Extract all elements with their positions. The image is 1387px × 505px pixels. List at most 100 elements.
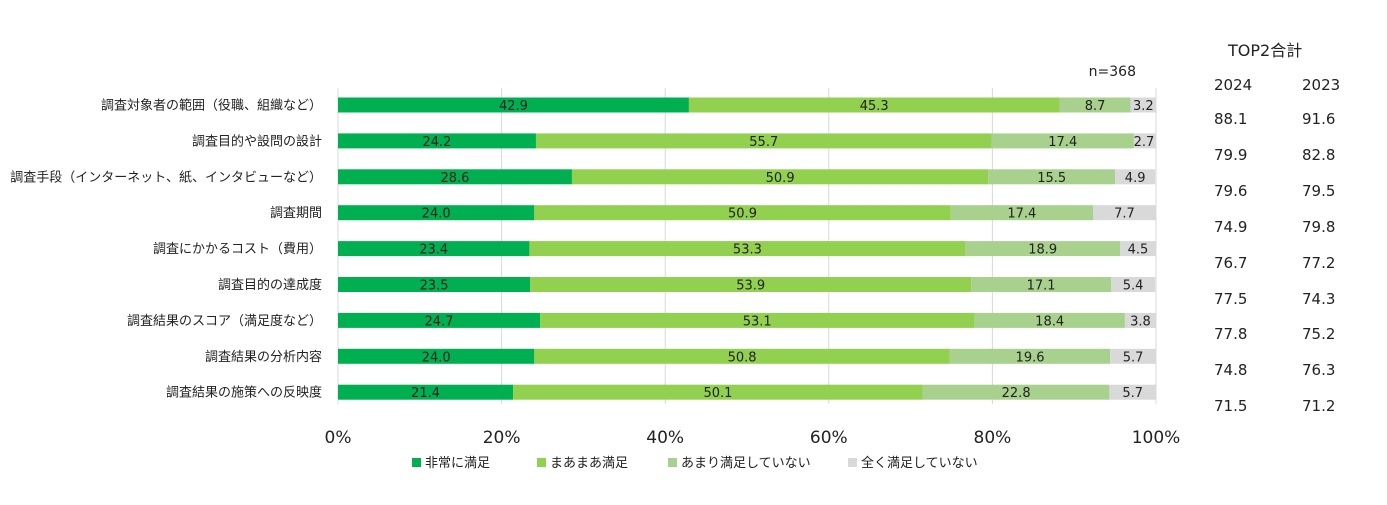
data-label: 8.7 <box>1085 99 1106 114</box>
bar-segment <box>540 312 975 328</box>
data-label: 5.7 <box>1123 350 1144 365</box>
data-label: 23.5 <box>420 279 449 294</box>
bar-segment <box>534 205 951 221</box>
bar-segment <box>1133 133 1156 149</box>
data-label: 50.9 <box>728 207 757 222</box>
legend-swatch <box>537 458 546 467</box>
top2-value-2023: 75.2 <box>1302 325 1336 344</box>
top2-value-2024: 71.5 <box>1214 397 1248 416</box>
category-label: 調査結果のスコア（満足度など） <box>127 313 322 329</box>
bar-segment <box>513 384 923 400</box>
bar-segment <box>971 277 1112 292</box>
legend-label: まあまあ満足 <box>550 456 628 471</box>
bar-segment <box>965 241 1121 257</box>
data-label: 45.3 <box>860 99 889 114</box>
data-label: 50.8 <box>728 350 757 365</box>
bar-segment <box>338 348 535 364</box>
x-tick-label: 60% <box>810 428 848 448</box>
category-label: 調査目的の達成度 <box>218 277 322 293</box>
data-label: 53.3 <box>733 243 762 258</box>
bar-segment <box>530 277 972 292</box>
bar-segment <box>338 277 531 292</box>
bar-segment <box>535 133 992 149</box>
category-label: 調査対象者の範囲（役職、組織など） <box>101 99 322 114</box>
bar-segment <box>1130 97 1156 113</box>
x-tick-label: 100% <box>1132 428 1181 448</box>
top2-value-2023: 76.3 <box>1302 361 1336 380</box>
data-label: 15.5 <box>1037 171 1066 186</box>
category-label: 調査手段（インターネット、紙、インタビューなど） <box>10 170 322 185</box>
data-label: 18.4 <box>1035 314 1064 329</box>
top2-value-2023: 79.8 <box>1302 217 1336 236</box>
bar-segment <box>338 169 572 185</box>
top2-value-2023: 71.2 <box>1302 397 1336 416</box>
top2-year-2024: 2024 <box>1214 76 1253 94</box>
top2-value-2024: 79.6 <box>1214 181 1248 200</box>
bar-segment <box>338 133 536 149</box>
category-label: 調査結果の施策への反映度 <box>166 385 322 401</box>
top2-value-2023: 82.8 <box>1302 145 1336 164</box>
data-label: 5.4 <box>1123 279 1144 294</box>
data-label: 19.6 <box>1016 350 1045 365</box>
top2-value-2023: 74.3 <box>1302 289 1336 308</box>
data-label: 24.0 <box>422 350 451 365</box>
top2-value-2024: 76.7 <box>1214 253 1248 272</box>
sample-size-label: n=368 <box>1089 64 1136 80</box>
bar-segment <box>338 312 541 328</box>
legend-swatch <box>412 458 421 467</box>
x-tick-label: 0% <box>325 428 352 448</box>
data-label: 24.0 <box>422 207 451 222</box>
top2-title: TOP2合計 <box>1228 41 1303 60</box>
data-label: 17.4 <box>1007 207 1036 222</box>
data-label: 17.1 <box>1027 279 1056 294</box>
data-label: 7.7 <box>1114 207 1135 222</box>
top2-value-2024: 74.9 <box>1214 217 1248 236</box>
bar-segment <box>950 205 1094 221</box>
data-label: 24.7 <box>425 314 454 329</box>
bar-segment <box>338 97 689 113</box>
bar-segment <box>338 384 514 400</box>
data-label: 21.4 <box>411 386 440 401</box>
bar-segment <box>1111 277 1156 292</box>
top2-value-2023: 79.5 <box>1302 181 1336 200</box>
bar-segment <box>1109 384 1156 400</box>
data-label: 42.9 <box>499 99 528 114</box>
x-tick-label: 20% <box>483 428 521 448</box>
data-label: 3.2 <box>1133 99 1154 114</box>
bar-segment <box>974 312 1125 328</box>
legend-swatch <box>668 458 677 467</box>
top2-value-2024: 88.1 <box>1214 110 1248 128</box>
data-label: 50.1 <box>703 386 732 401</box>
bar-segment <box>529 241 966 257</box>
bar-segment <box>1059 97 1131 113</box>
data-label: 55.7 <box>749 135 778 150</box>
data-label: 28.6 <box>440 171 469 186</box>
bar-segment <box>1110 348 1156 364</box>
top2-value-2024: 74.8 <box>1214 361 1248 380</box>
top2-value-2024: 77.8 <box>1214 325 1248 344</box>
bar-segment <box>571 169 989 185</box>
legend-label: 非常に満足 <box>425 456 490 471</box>
bar-segment <box>949 348 1111 364</box>
data-label: 3.8 <box>1130 314 1151 329</box>
top2-value-2024: 79.9 <box>1214 145 1248 164</box>
bar-segment <box>988 169 1116 185</box>
category-label: 調査目的や設問の設計 <box>192 133 322 149</box>
data-label: 24.2 <box>423 135 452 150</box>
bar-segment <box>338 205 535 221</box>
x-tick-label: 40% <box>646 428 684 448</box>
legend-swatch <box>848 458 857 467</box>
data-label: 4.9 <box>1125 171 1146 186</box>
legend-label: あまり満足していない <box>681 456 811 471</box>
x-tick-label: 80% <box>974 428 1012 448</box>
bar-segment <box>534 348 950 364</box>
data-label: 50.9 <box>766 171 795 186</box>
bar-segment <box>991 133 1134 149</box>
category-label: 調査にかかるコスト（費用） <box>153 242 322 257</box>
category-label: 調査期間 <box>270 206 322 221</box>
top2-year-2023: 2023 <box>1302 76 1341 94</box>
bar-segment <box>1124 312 1156 328</box>
data-label: 5.7 <box>1122 386 1143 401</box>
bar-segment <box>922 384 1110 400</box>
bar-segment <box>1120 241 1156 257</box>
